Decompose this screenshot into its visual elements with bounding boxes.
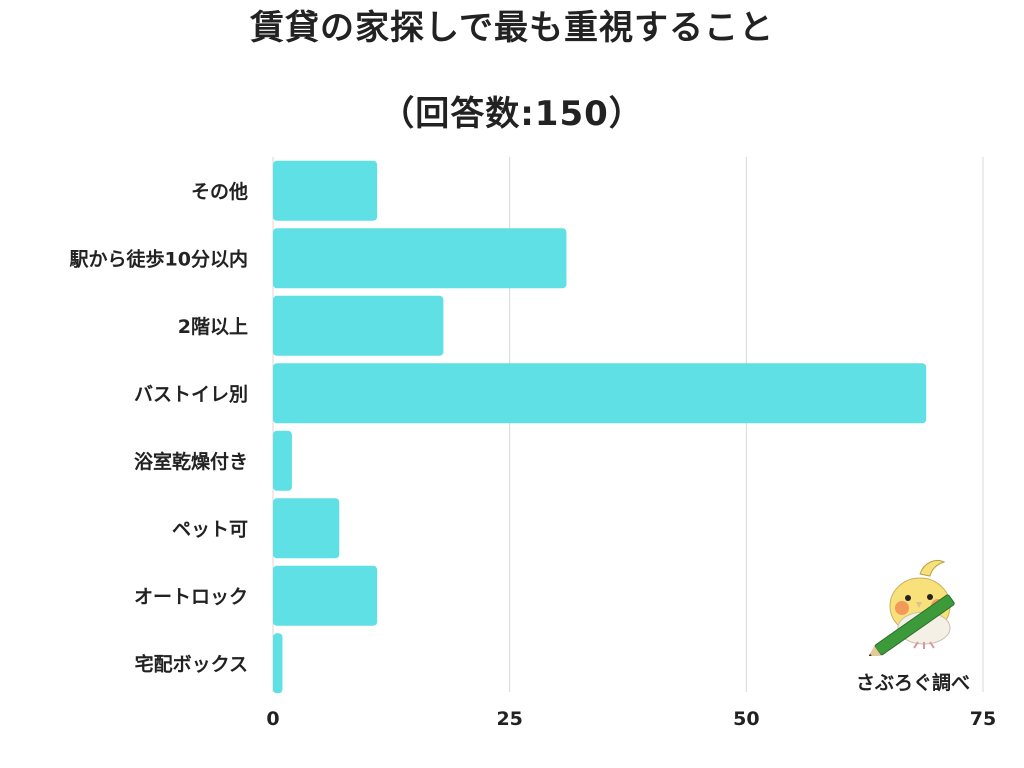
credit-label: さぶろぐ調べ	[855, 672, 970, 694]
bar	[273, 498, 340, 559]
chart-title: 賃貸の家探しで最も重視すること	[250, 8, 774, 48]
category-label: 駅から徒歩10分以内	[69, 247, 248, 270]
chart-subtitle: （回答数:150）	[380, 94, 644, 134]
category-label: その他	[191, 180, 248, 203]
bar	[273, 228, 567, 289]
x-tick-labels: 0 25 50 75	[266, 708, 996, 730]
x-tick-label: 75	[970, 708, 996, 730]
category-label: 2階以上	[178, 316, 248, 338]
x-tick-label: 25	[496, 708, 522, 730]
bar	[273, 160, 378, 221]
category-label: オートロック	[134, 586, 248, 608]
category-label: 浴室乾燥付き	[134, 450, 248, 473]
bars	[273, 160, 927, 694]
category-label: ペット可	[172, 518, 248, 540]
bar	[273, 565, 378, 626]
bar	[273, 430, 292, 491]
bar	[273, 295, 444, 356]
category-label: 宅配ボックス	[135, 652, 248, 675]
x-tick-label: 50	[733, 708, 759, 730]
x-tick-label: 0	[266, 708, 279, 730]
bar	[273, 633, 283, 694]
cockatiel-with-pencil-icon	[867, 560, 955, 656]
bar	[273, 363, 927, 424]
category-label: バストイレ別	[134, 383, 248, 405]
